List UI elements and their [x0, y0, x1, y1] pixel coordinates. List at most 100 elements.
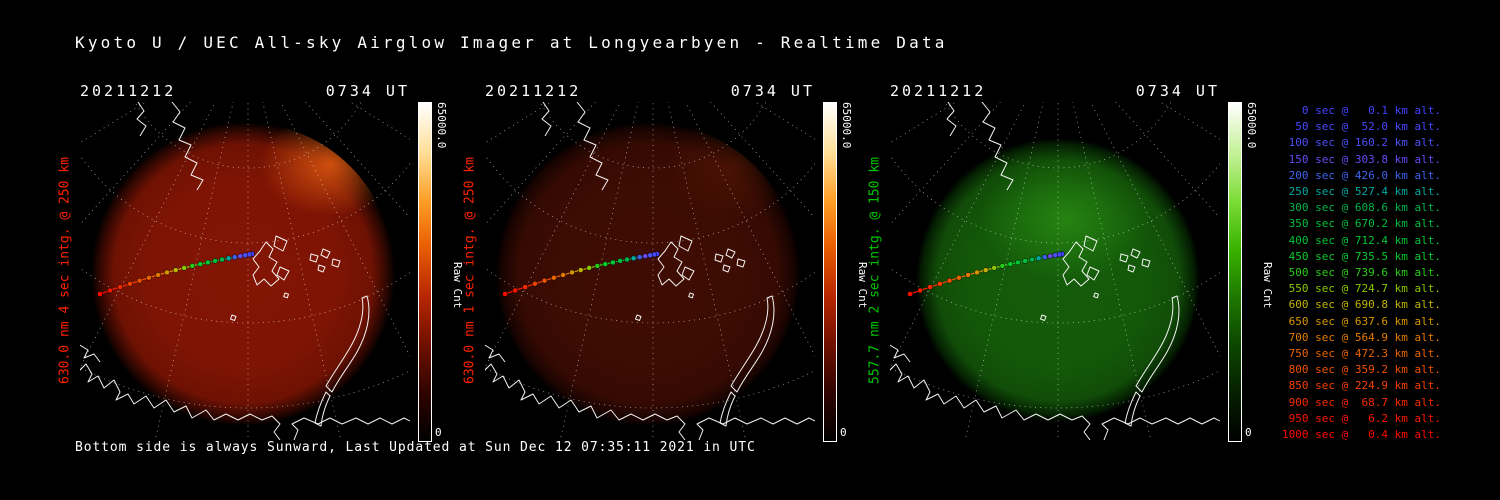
trajectory-dot	[624, 256, 630, 263]
rocket-trajectory	[97, 251, 255, 297]
coastlines	[890, 102, 1220, 440]
map-grid	[80, 102, 410, 440]
trajectory-dot	[225, 255, 232, 262]
trajectory-dot	[1047, 253, 1054, 259]
colorbar-title: Raw Cnt	[856, 262, 869, 309]
colorbar-title: Raw Cnt	[1261, 262, 1274, 309]
trajectory-dot	[974, 269, 980, 276]
trajectory-dot	[594, 263, 601, 269]
panel-time: 0734 UT	[325, 82, 410, 100]
trajectory-list-item: 850 sec @ 224.9 km alt.	[1282, 379, 1441, 393]
trajectory-list-item: 200 sec @ 426.0 km alt.	[1282, 168, 1441, 182]
rocket-trajectory	[907, 251, 1065, 297]
allsky-panel-557nm-2sec: 20211212 0734 UT 557.7 nm 2 sec intg. @ …	[866, 82, 1286, 454]
trajectory-dot	[956, 274, 962, 281]
colorbar-max-label: 65000.0	[1245, 102, 1258, 149]
trajectory-dot	[610, 259, 616, 266]
trajectory-dot	[512, 287, 518, 294]
trajectory-list-item: 750 sec @ 472.3 km alt.	[1282, 347, 1441, 361]
trajectory-dot	[617, 258, 623, 264]
trajectory-dot	[1041, 254, 1048, 260]
allsky-image	[80, 102, 410, 440]
colorbar-min-label: 0	[840, 426, 847, 439]
trajectory-dot	[181, 265, 187, 271]
trajectory-list-item: 900 sec @ 68.7 km alt.	[1282, 395, 1441, 409]
trajectory-list-item: 250 sec @ 527.4 km alt.	[1282, 185, 1441, 199]
trajectory-dot	[532, 281, 538, 287]
trajectory-dot	[551, 274, 557, 281]
trajectory-dot	[917, 287, 923, 294]
colorbar	[823, 102, 837, 442]
trajectory-dot	[946, 277, 953, 284]
panel-date: 20211212	[80, 82, 177, 100]
allsky-image	[485, 102, 815, 440]
trajectory-dot	[586, 265, 592, 271]
colorbar-min-label: 0	[435, 426, 442, 439]
footer-note: Bottom side is always Sunward, Last Upda…	[75, 440, 756, 455]
panel-time: 0734 UT	[730, 82, 815, 100]
trajectory-list: 0 sec @ 0.1 km alt. 50 sec @ 52.0 km alt…	[1282, 103, 1441, 443]
trajectory-list-item: 950 sec @ 6.2 km alt.	[1282, 411, 1441, 425]
trajectory-dot	[1029, 256, 1035, 263]
trajectory-dot	[1007, 261, 1014, 267]
trajectory-dot	[136, 277, 143, 284]
trajectory-dot	[991, 265, 997, 271]
trajectory-list-item: 1000 sec @ 0.4 km alt.	[1282, 428, 1441, 442]
coastlines	[80, 102, 410, 440]
colorbar	[1228, 102, 1242, 442]
map-grid	[890, 102, 1220, 440]
trajectory-dot	[107, 287, 113, 294]
coastlines	[485, 102, 815, 440]
trajectory-dot	[541, 277, 548, 284]
trajectory-list-item: 800 sec @ 359.2 km alt.	[1282, 363, 1441, 377]
trajectory-dot	[164, 269, 170, 276]
wavelength-label: 630.0 nm 1 sec intg. @ 250 km	[462, 157, 478, 385]
rocket-trajectory	[502, 251, 660, 297]
trajectory-list-item: 700 sec @ 564.9 km alt.	[1282, 330, 1441, 344]
trajectory-list-item: 500 sec @ 739.6 km alt.	[1282, 266, 1441, 280]
trajectory-dot	[630, 255, 637, 262]
trajectory-dot	[1015, 259, 1021, 266]
trajectory-dot	[522, 284, 528, 290]
trajectory-dot	[636, 254, 643, 260]
panel-time: 0734 UT	[1135, 82, 1220, 100]
trajectory-dot	[937, 281, 943, 287]
allsky-panel-630nm-4sec: 20211212 0734 UT 630.0 nm 4 sec intg. @ …	[56, 82, 476, 454]
trajectory-dot	[560, 272, 566, 278]
trajectory-list-item: 350 sec @ 670.2 km alt.	[1282, 217, 1441, 231]
trajectory-dot	[602, 261, 609, 267]
wavelength-label: 630.0 nm 4 sec intg. @ 250 km	[57, 157, 73, 385]
trajectory-dot	[647, 252, 653, 258]
trajectory-list-item: 100 sec @ 160.2 km alt.	[1282, 136, 1441, 150]
panel-date: 20211212	[485, 82, 582, 100]
trajectory-dot	[189, 263, 196, 269]
trajectory-dot	[205, 259, 211, 266]
trajectory-list-item: 0 sec @ 0.1 km alt.	[1282, 104, 1441, 117]
trajectory-dot	[982, 267, 989, 273]
colorbar	[418, 102, 432, 442]
wavelength-label: 557.7 nm 2 sec intg. @ 150 km	[867, 157, 883, 385]
page-title: Kyoto U / UEC All-sky Airglow Imager at …	[75, 33, 948, 52]
colorbar-min-label: 0	[1245, 426, 1252, 439]
trajectory-dot	[117, 284, 123, 290]
trajectory-dot	[127, 281, 133, 287]
colorbar-max-label: 65000.0	[840, 102, 853, 149]
trajectory-dot	[1022, 258, 1028, 264]
trajectory-list-item: 450 sec @ 735.5 km alt.	[1282, 249, 1441, 263]
allsky-panel-630nm-1sec: 20211212 0734 UT 630.0 nm 1 sec intg. @ …	[461, 82, 881, 454]
trajectory-dot	[219, 256, 225, 263]
airglow-bright-patch	[260, 122, 395, 216]
trajectory-dot	[927, 284, 933, 290]
colorbar-max-label: 65000.0	[435, 102, 448, 149]
trajectory-list-item: 300 sec @ 608.6 km alt.	[1282, 201, 1441, 215]
trajectory-dot	[907, 291, 913, 297]
trajectory-list-item: 550 sec @ 724.7 km alt.	[1282, 282, 1441, 296]
map-grid	[485, 102, 815, 440]
panel-date: 20211212	[890, 82, 987, 100]
colorbar-title: Raw Cnt	[451, 262, 464, 309]
trajectory-dot	[197, 261, 204, 267]
trajectory-list-item: 50 sec @ 52.0 km alt.	[1282, 120, 1441, 134]
trajectory-dot	[212, 258, 218, 264]
trajectory-list-item: 600 sec @ 690.8 km alt.	[1282, 298, 1441, 312]
